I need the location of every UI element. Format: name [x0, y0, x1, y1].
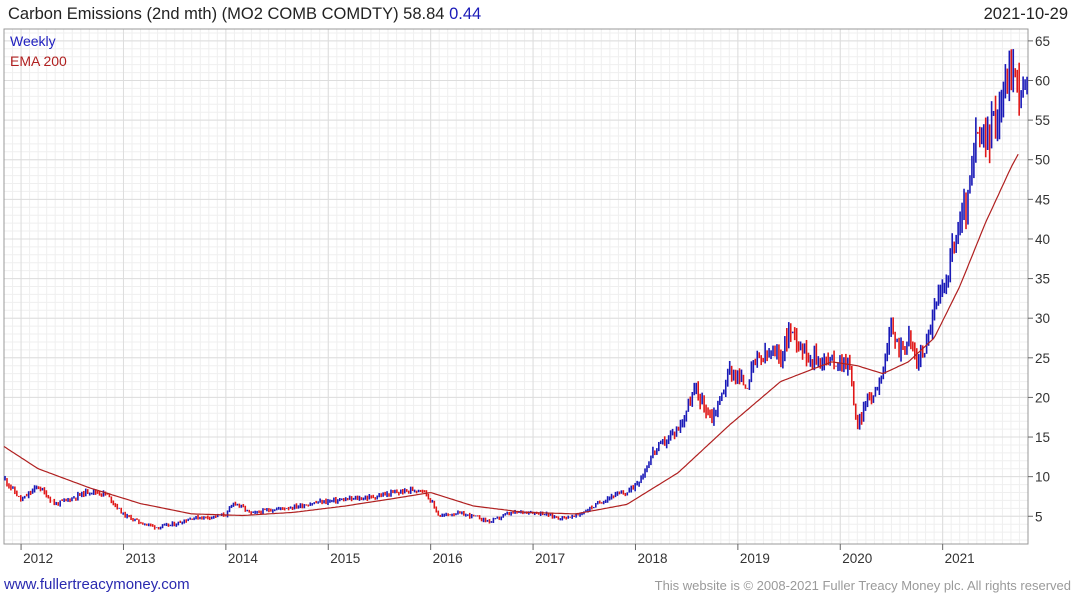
- y-tick-label: 15: [1035, 430, 1050, 445]
- x-tick-label: 2016: [433, 551, 463, 566]
- copyright-notice: This website is © 2008-2021 Fuller Treac…: [654, 578, 1071, 593]
- y-tick-label: 60: [1035, 74, 1050, 89]
- legend-ema: EMA 200: [10, 53, 67, 69]
- legend-period: Weekly: [10, 33, 56, 49]
- ema-line: [3, 153, 1019, 517]
- chart-title: Carbon Emissions (2nd mth) (MO2 COMB COM…: [8, 5, 481, 24]
- y-tick-label: 10: [1035, 470, 1050, 485]
- chart-header: Carbon Emissions (2nd mth) (MO2 COMB COM…: [8, 5, 1068, 27]
- y-tick-label: 40: [1035, 232, 1050, 247]
- x-tick-label: 2013: [125, 551, 155, 566]
- y-tick-label: 5: [1035, 509, 1043, 524]
- last-price: 58.84: [403, 5, 445, 23]
- y-tick-label: 30: [1035, 311, 1050, 326]
- y-tick-label: 35: [1035, 272, 1050, 287]
- chart-legend: Weekly EMA 200: [10, 31, 67, 71]
- plot-frame: [3, 28, 1029, 545]
- y-tick-label: 45: [1035, 192, 1050, 207]
- y-tick-label: 50: [1035, 153, 1050, 168]
- title-text: Carbon Emissions (2nd mth) (MO2 COMB COM…: [8, 5, 399, 23]
- y-tick-label: 55: [1035, 113, 1050, 128]
- y-tick-label: 65: [1035, 34, 1050, 49]
- x-tick-label: 2019: [740, 551, 770, 566]
- x-tick-label: 2015: [330, 551, 360, 566]
- chart-date: 2021-10-29: [983, 5, 1068, 23]
- x-tick-label: 2014: [228, 551, 259, 566]
- x-tick-label: 2021: [945, 551, 975, 566]
- x-tick-label: 2020: [842, 551, 872, 566]
- website-link[interactable]: www.fullertreacymoney.com: [4, 576, 190, 593]
- y-tick-label: 20: [1035, 390, 1050, 405]
- x-tick-label: 2017: [535, 551, 565, 566]
- price-change: 0.44: [449, 5, 482, 23]
- y-tick-label: 25: [1035, 351, 1050, 366]
- x-tick-label: 2018: [637, 551, 667, 566]
- x-tick-label: 2012: [23, 551, 53, 566]
